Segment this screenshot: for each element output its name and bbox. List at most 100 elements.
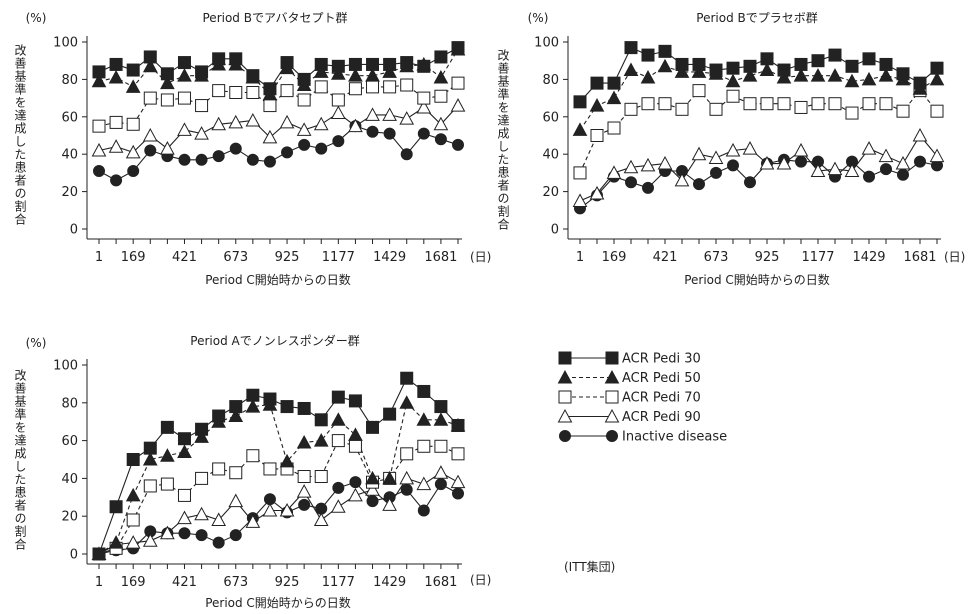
data-point	[91, 142, 107, 157]
data-point	[725, 142, 741, 157]
data-point	[623, 62, 639, 77]
data-point	[142, 58, 158, 73]
y-tick-label: 100	[534, 36, 559, 51]
data-point	[383, 80, 397, 94]
data-point	[348, 487, 363, 502]
data-point	[573, 166, 587, 180]
data-point	[573, 95, 587, 109]
legend: ACR Pedi 30 ACR Pedi 50 ACR Pedi 70 ACR Ped…	[557, 351, 727, 445]
data-point	[879, 97, 893, 111]
data-point	[195, 99, 209, 113]
data-point	[417, 439, 431, 453]
data-point	[177, 56, 191, 70]
data-point	[590, 76, 604, 90]
data-point	[760, 52, 774, 66]
data-point	[828, 97, 842, 111]
data-point	[382, 64, 397, 78]
y-tick-label: 100	[53, 36, 78, 51]
y-axis-label: 改善基準を達成した患者の割合	[13, 44, 27, 226]
data-point	[160, 141, 175, 155]
data-point	[143, 441, 157, 455]
data-point	[330, 412, 346, 426]
data-point	[262, 129, 278, 144]
data-point	[572, 122, 588, 136]
data-point	[366, 420, 380, 434]
y-unit-label: (%)	[26, 336, 47, 350]
data-point	[125, 144, 141, 159]
data-point	[640, 69, 656, 84]
y-tick-label: 40	[542, 148, 559, 163]
x-tick-label: 1681	[903, 250, 936, 265]
data-point	[930, 104, 944, 118]
data-point	[451, 447, 465, 461]
data-point	[625, 176, 637, 189]
x-axis-label: Period C開始時からの日数	[205, 272, 351, 287]
data-point	[195, 153, 208, 166]
legend-label: Inactive disease	[622, 430, 727, 445]
data-point	[417, 384, 431, 398]
y-tick-label: 100	[53, 359, 78, 374]
data-point	[108, 139, 124, 153]
data-point	[658, 97, 672, 111]
y-axis-label: 改善基準を達成した患者の割合	[13, 369, 27, 551]
data-point	[229, 85, 243, 99]
data-point	[92, 547, 106, 561]
data-point	[279, 453, 295, 468]
legend-item: ACR Pedi 50	[557, 369, 701, 386]
data-point	[382, 497, 397, 511]
data-point	[246, 388, 260, 402]
data-point	[297, 470, 311, 484]
data-point	[827, 161, 843, 176]
data-point	[693, 178, 705, 191]
data-point	[348, 118, 363, 133]
y-tick-label: 80	[61, 396, 78, 411]
data-point	[795, 155, 807, 168]
data-point	[297, 401, 311, 415]
x-tick-label: 1429	[373, 575, 406, 590]
data-point	[245, 514, 261, 528]
data-point	[330, 66, 346, 80]
data-point	[348, 57, 362, 71]
data-point	[313, 512, 329, 526]
data-point	[607, 121, 621, 135]
data-point	[246, 449, 260, 463]
data-point	[777, 97, 791, 111]
data-point	[879, 57, 893, 71]
legend-marker	[558, 351, 572, 365]
data-point	[400, 447, 414, 461]
x-tick-label: 1177	[801, 250, 834, 265]
data-point	[811, 54, 825, 68]
data-point	[177, 510, 192, 525]
data-point	[348, 439, 362, 453]
data-point	[160, 420, 174, 434]
data-point	[246, 153, 259, 166]
data-point	[366, 80, 380, 94]
data-point	[861, 71, 877, 86]
x-tick-label: 673	[223, 575, 248, 590]
data-point	[451, 76, 465, 90]
data-point	[709, 63, 723, 77]
data-point	[331, 434, 345, 448]
data-point	[160, 525, 175, 540]
y-tick-label: 80	[61, 73, 78, 88]
data-point	[297, 93, 311, 107]
data-point	[725, 73, 741, 88]
data-point	[177, 122, 192, 136]
data-point	[606, 90, 622, 105]
data-point	[827, 68, 843, 82]
x-tick-label: 1	[95, 250, 103, 265]
chart-title: Period Bでプラセボ群	[696, 11, 817, 25]
data-point	[331, 390, 345, 404]
data-point	[212, 462, 226, 476]
data-point	[229, 466, 243, 480]
data-point	[896, 104, 910, 118]
data-point	[348, 394, 362, 408]
x-tick-label: 925	[275, 250, 300, 265]
y-tick-label: 20	[542, 185, 559, 200]
data-point	[744, 176, 756, 189]
x-axis-label: Period C開始時からの日数	[684, 272, 830, 287]
data-point	[178, 527, 191, 540]
series-line	[98, 439, 459, 555]
x-tick-label: 421	[172, 575, 197, 590]
